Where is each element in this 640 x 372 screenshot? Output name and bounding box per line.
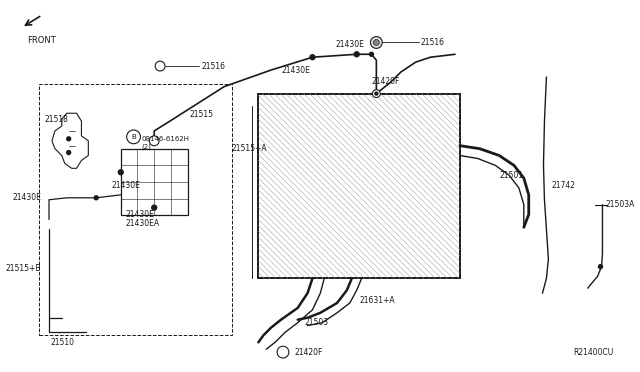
Circle shape (369, 52, 373, 56)
Text: 21510: 21510 (51, 338, 75, 347)
Circle shape (310, 55, 315, 60)
Circle shape (152, 205, 157, 210)
Text: 21516: 21516 (202, 62, 225, 71)
Text: R21400CU: R21400CU (573, 347, 613, 357)
Text: 21430E: 21430E (125, 210, 154, 219)
Circle shape (375, 92, 378, 95)
Circle shape (371, 36, 382, 48)
Circle shape (94, 196, 98, 200)
Text: 21430E: 21430E (335, 40, 364, 49)
Text: 21631+A: 21631+A (360, 295, 396, 305)
Text: 21430E: 21430E (281, 65, 310, 74)
Circle shape (118, 170, 124, 175)
Circle shape (127, 130, 140, 144)
Text: (2): (2) (141, 144, 151, 150)
Text: 21515: 21515 (189, 110, 214, 119)
Text: 21503: 21503 (305, 318, 329, 327)
Text: 21515+B: 21515+B (6, 264, 41, 273)
Circle shape (598, 264, 602, 269)
Bar (259, 94, 460, 278)
Circle shape (372, 90, 380, 97)
Text: 21516: 21516 (420, 38, 445, 47)
Circle shape (355, 52, 359, 57)
Circle shape (67, 151, 70, 154)
Text: 21430E: 21430E (112, 180, 141, 189)
Text: 21503A: 21503A (605, 200, 635, 209)
Text: B: B (131, 134, 136, 140)
Text: 21430EA: 21430EA (125, 219, 160, 228)
Text: 08146-6162H: 08146-6162H (141, 136, 189, 142)
Text: FRONT: FRONT (28, 36, 56, 45)
Circle shape (373, 39, 380, 45)
Circle shape (277, 346, 289, 358)
Text: 21430E: 21430E (12, 193, 41, 202)
Circle shape (67, 137, 70, 141)
Text: 21420F: 21420F (295, 347, 323, 357)
Circle shape (155, 61, 165, 71)
Text: 21518: 21518 (44, 115, 68, 124)
Text: 21742: 21742 (551, 180, 575, 189)
Text: 21420F: 21420F (371, 77, 400, 86)
Polygon shape (121, 149, 188, 215)
Bar (39, 84, 232, 336)
Circle shape (149, 136, 159, 146)
Text: 21501: 21501 (499, 171, 524, 180)
Text: 21515+A: 21515+A (232, 144, 268, 153)
